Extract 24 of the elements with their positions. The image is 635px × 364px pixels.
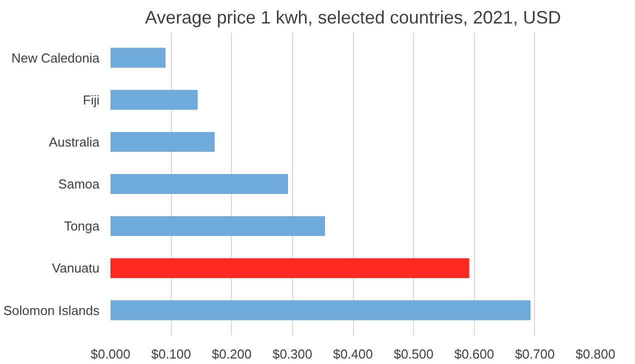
bar [110,258,470,278]
bar [110,90,198,110]
bar [110,300,531,320]
bar [110,48,166,68]
y-tick-label: Solomon Islands [3,302,100,318]
x-tick-label: $0.100 [151,346,192,362]
x-tick-label: $0.600 [454,346,494,362]
x-tick-label: $0.800 [576,346,616,362]
x-tick-label: $0.000 [90,346,130,362]
bar [110,174,288,194]
x-tick-label: $0.700 [514,346,555,362]
y-tick-label: Tonga [64,218,100,234]
y-tick-label: New Caledonia [11,50,100,66]
x-tick-label: $0.200 [212,346,252,362]
y-tick-label: Fiji [82,92,100,108]
x-tick-label: $0.300 [272,346,312,362]
y-tick-label: Australia [48,134,100,150]
y-tick-label: Vanuatu [52,260,100,276]
bar [110,132,215,152]
y-tick-label: Samoa [58,176,100,192]
bar [110,216,326,236]
chart-title: Average price 1 kwh, selected countries, 2021, USD [145,8,561,28]
x-tick-label: $0.400 [333,346,373,362]
x-tick-label: $0.500 [394,346,434,362]
